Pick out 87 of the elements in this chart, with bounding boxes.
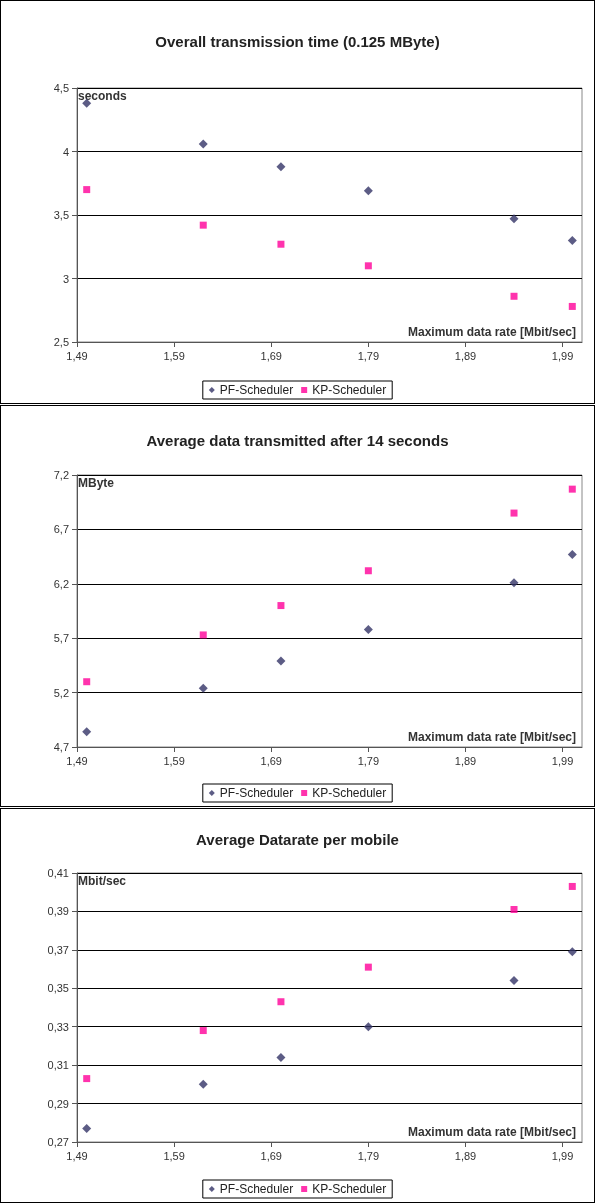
legend-label: PF-Scheduler — [219, 786, 294, 800]
point — [198, 139, 208, 149]
x-tick-label: 1,59 — [163, 349, 185, 362]
y-tick-label: 0,41 — [47, 867, 69, 879]
point — [509, 214, 519, 224]
point — [83, 678, 91, 686]
point — [510, 292, 518, 300]
point — [82, 1124, 92, 1134]
point — [510, 906, 518, 914]
chart-title: Average Datarate per mobile — [196, 831, 399, 848]
legend-label: KP-Scheduler — [312, 786, 387, 800]
point — [363, 625, 373, 634]
y-tick-label: 0,33 — [47, 1020, 69, 1033]
point — [509, 976, 519, 986]
point — [83, 186, 91, 194]
x-tick-label: 1,69 — [260, 1149, 282, 1162]
legend-label: KP-Scheduler — [312, 1182, 387, 1196]
y-tick-label: 0,37 — [47, 943, 69, 956]
x-tick-label: 1,89 — [454, 1149, 477, 1162]
point — [82, 727, 92, 737]
point — [567, 235, 577, 245]
point — [277, 602, 285, 610]
legend-label: PF-Scheduler — [219, 1182, 294, 1196]
point — [567, 549, 577, 559]
point — [199, 221, 207, 229]
y-axis-title: Mbit/sec — [78, 874, 127, 888]
y-tick-label: 5,2 — [53, 686, 69, 699]
point — [198, 683, 208, 693]
x-tick-label: 1,79 — [357, 754, 380, 767]
y-tick-label: 0,35 — [47, 982, 69, 995]
point — [568, 882, 576, 890]
y-tick-label: 0,31 — [47, 1059, 69, 1072]
point — [276, 656, 286, 666]
x-tick-label: 1,79 — [357, 1149, 380, 1162]
point — [277, 240, 285, 248]
x-axis-title: Maximum data rate [Mbit/sec] — [407, 730, 577, 744]
legend-label: PF-Scheduler — [219, 383, 294, 397]
point — [363, 186, 373, 196]
point — [567, 947, 577, 957]
legend-label: KP-Scheduler — [312, 383, 387, 397]
x-tick-label: 1,59 — [163, 754, 185, 767]
y-tick-label: 0,29 — [47, 1097, 69, 1110]
y-tick-label: 3,5 — [53, 209, 69, 221]
y-tick-label: 2,5 — [53, 336, 69, 348]
point — [198, 1079, 208, 1089]
point — [277, 998, 285, 1006]
point — [199, 1027, 207, 1035]
x-tick-label: 1,69 — [260, 349, 282, 362]
x-tick-label: 1,99 — [551, 1149, 574, 1162]
y-tick-label: 5,7 — [53, 632, 69, 645]
y-tick-label: 0,39 — [47, 905, 69, 918]
point — [199, 631, 207, 639]
chart-title: Average data transmitted after 14 seconds — [146, 432, 449, 449]
point — [364, 567, 372, 575]
x-tick-label: 1,49 — [66, 1149, 88, 1162]
x-tick-label: 1,49 — [66, 349, 88, 362]
x-tick-label: 1,79 — [357, 349, 380, 362]
point — [510, 509, 518, 517]
x-axis-title: Maximum data rate [Mbit/sec] — [407, 325, 577, 339]
point — [276, 1052, 286, 1062]
x-tick-label: 1,89 — [454, 754, 477, 767]
x-axis-title: Maximum data rate [Mbit/sec] — [407, 1125, 577, 1139]
point — [568, 302, 576, 310]
y-axis-title: MByte — [78, 476, 115, 490]
point — [364, 963, 372, 971]
y-tick-label: 0,27 — [47, 1136, 69, 1148]
x-tick-label: 1,99 — [551, 754, 574, 767]
point — [83, 1075, 91, 1083]
y-tick-label: 3 — [62, 272, 69, 285]
x-tick-label: 1,99 — [551, 349, 574, 362]
x-tick-label: 1,89 — [454, 349, 477, 362]
y-tick-label: 4,5 — [53, 82, 69, 94]
point — [568, 485, 576, 493]
point — [509, 578, 519, 588]
y-tick-label: 4,7 — [53, 741, 69, 753]
y-axis-title: seconds — [78, 89, 128, 103]
y-tick-label: 6,2 — [53, 577, 69, 590]
x-tick-label: 1,59 — [163, 1149, 185, 1162]
point — [363, 1022, 373, 1032]
y-tick-label: 7,2 — [53, 469, 69, 481]
chart-title: Overall transmission time (0.125 MByte) — [155, 33, 440, 50]
x-tick-label: 1,69 — [260, 754, 282, 767]
y-tick-label: 4 — [62, 145, 69, 158]
x-tick-label: 1,49 — [66, 754, 88, 767]
y-tick-label: 6,7 — [53, 523, 69, 536]
point — [276, 162, 286, 172]
point — [364, 262, 372, 270]
